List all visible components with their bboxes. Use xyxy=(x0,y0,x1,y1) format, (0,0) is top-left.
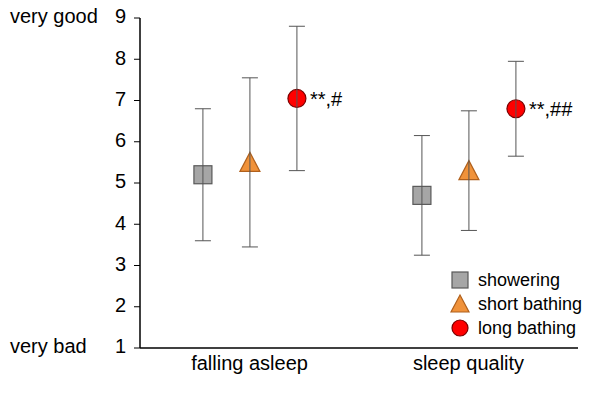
svg-text:8: 8 xyxy=(115,47,126,69)
svg-text:7: 7 xyxy=(115,88,126,110)
svg-text:9: 9 xyxy=(115,8,126,27)
svg-text:sleep quality: sleep quality xyxy=(413,352,524,374)
svg-text:3: 3 xyxy=(115,253,126,275)
svg-text:6: 6 xyxy=(115,129,126,151)
svg-text:**,#: **,# xyxy=(310,88,343,110)
html-text:long bathing: long bathing xyxy=(477,317,576,338)
svg-text:4: 4 xyxy=(115,212,126,234)
svg-text:1: 1 xyxy=(115,335,126,357)
html-text:short bathing: short bathing xyxy=(477,293,582,314)
svg-text:2: 2 xyxy=(115,294,126,316)
svg-text:falling asleep: falling asleep xyxy=(191,352,308,374)
svg-text:**,##: **,## xyxy=(529,98,573,120)
svg-text:very good: very good xyxy=(10,8,98,27)
html-text:showering: showering xyxy=(477,269,560,290)
svg-text:very bad: very bad xyxy=(10,335,87,357)
svg-text:5: 5 xyxy=(115,170,126,192)
